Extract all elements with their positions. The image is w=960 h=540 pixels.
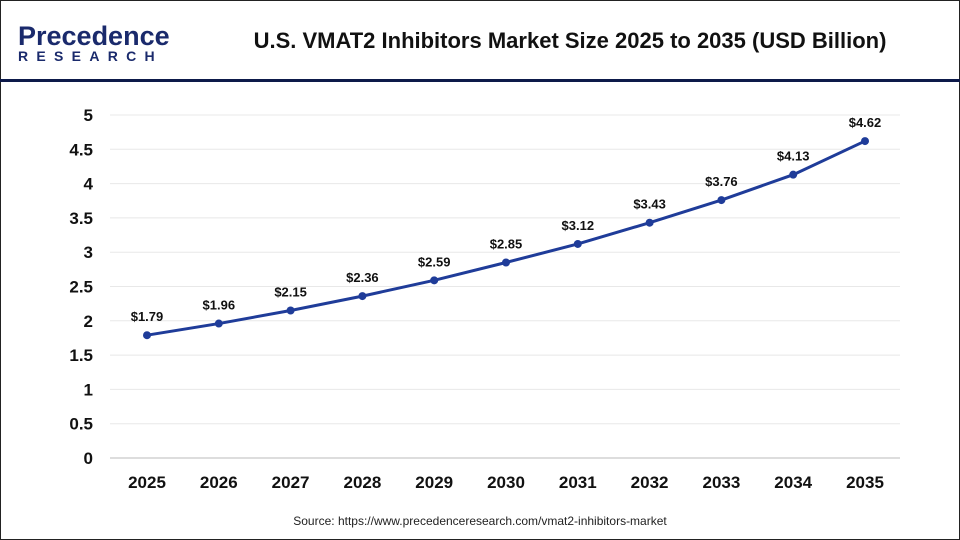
data-point <box>214 319 223 328</box>
data-label: $4.13 <box>777 149 810 164</box>
data-point <box>645 218 654 227</box>
data-point <box>358 292 367 301</box>
data-label: $2.15 <box>274 285 307 300</box>
y-tick-label: 0.5 <box>69 415 93 434</box>
data-label: $3.43 <box>633 197 666 212</box>
x-tick-label: 2035 <box>846 473 884 492</box>
x-tick-label: 2031 <box>559 473 597 492</box>
data-label: $2.85 <box>490 236 523 251</box>
logo: Precedence RESEARCH <box>18 22 170 63</box>
data-point <box>861 137 869 146</box>
data-label: $1.79 <box>131 309 164 324</box>
y-tick-label: 4 <box>84 175 94 194</box>
y-tick-label: 1.5 <box>69 346 93 365</box>
data-label: $4.62 <box>849 115 882 130</box>
y-tick-label: 1 <box>84 380 93 399</box>
data-point <box>143 331 151 340</box>
header-divider <box>0 79 960 82</box>
x-tick-label: 2033 <box>702 473 740 492</box>
x-tick-label: 2032 <box>631 473 669 492</box>
data-point <box>502 258 510 267</box>
x-tick-label: 2030 <box>487 473 525 492</box>
data-label: $1.96 <box>203 298 236 313</box>
y-tick-label: 4.5 <box>69 140 93 159</box>
data-label: $3.12 <box>562 218 595 233</box>
x-tick-label: 2027 <box>272 473 310 492</box>
y-tick-label: 2 <box>84 312 93 331</box>
data-point <box>717 196 726 205</box>
x-tick-label: 2025 <box>128 473 166 492</box>
y-tick-label: 2.5 <box>69 278 93 297</box>
data-point <box>573 239 582 248</box>
data-point <box>789 170 798 179</box>
x-tick-label: 2034 <box>774 473 812 492</box>
y-tick-label: 0 <box>84 449 93 468</box>
data-label: $2.36 <box>346 270 379 285</box>
chart-title: U.S. VMAT2 Inhibitors Market Size 2025 t… <box>253 28 887 53</box>
data-label: $2.59 <box>418 254 451 269</box>
logo-line1: Precedence <box>18 21 170 51</box>
data-point <box>286 306 295 315</box>
x-tick-label: 2029 <box>415 473 453 492</box>
logo-line2: RESEARCH <box>18 48 163 64</box>
y-tick-label: 3.5 <box>69 209 93 228</box>
y-tick-label: 3 <box>84 243 93 262</box>
y-tick-label: 5 <box>84 106 93 125</box>
x-tick-label: 2028 <box>343 473 381 492</box>
data-label: $3.76 <box>705 174 738 189</box>
source-text: Source: https://www.precedenceresearch.c… <box>293 514 667 528</box>
x-tick-label: 2026 <box>200 473 238 492</box>
data-point <box>430 276 439 285</box>
